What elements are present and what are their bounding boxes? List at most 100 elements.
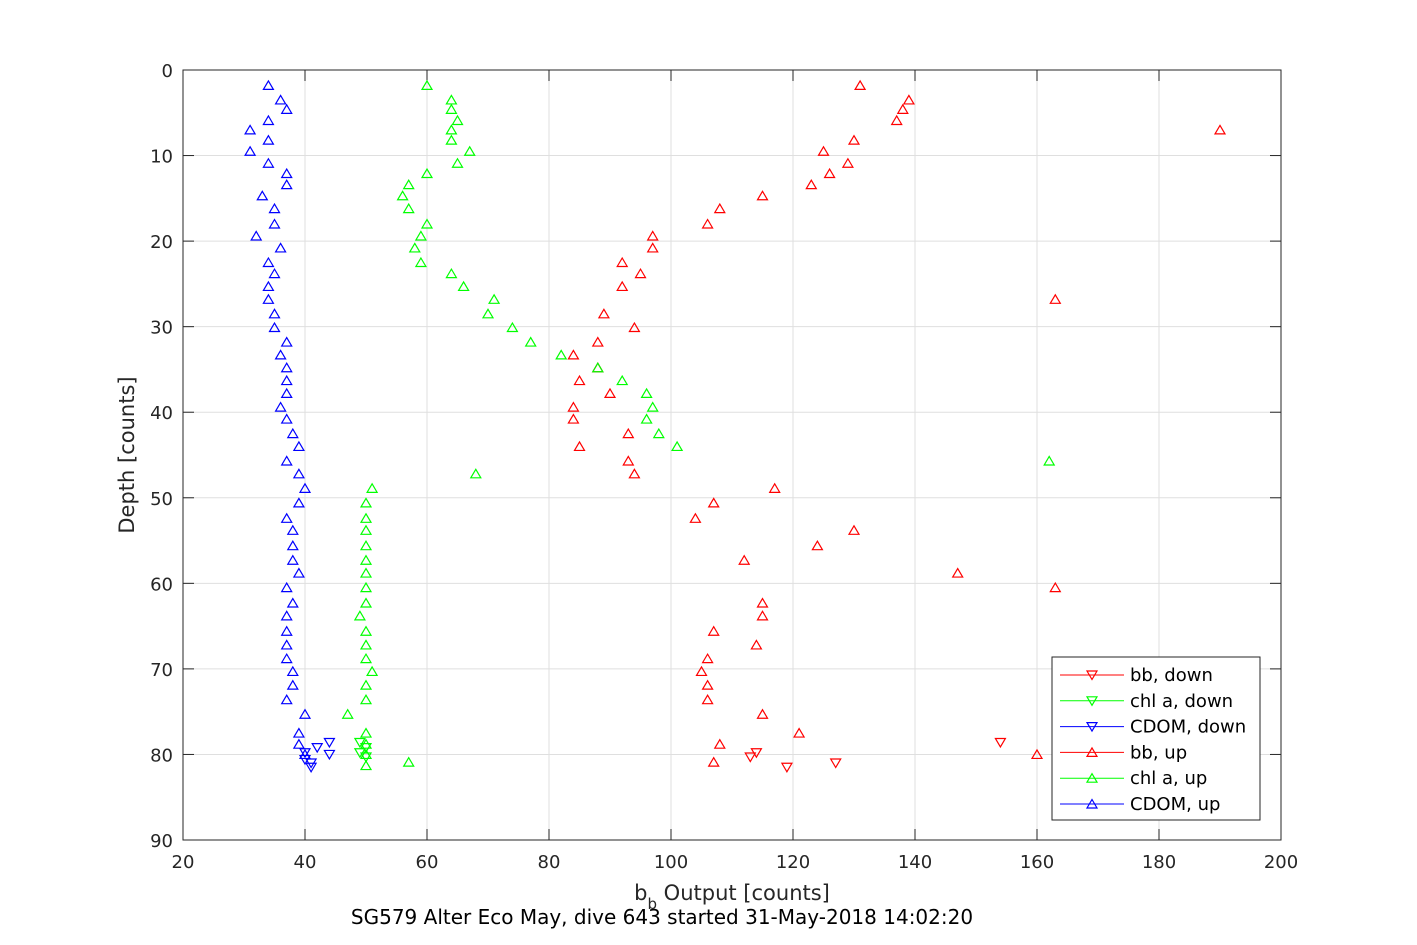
bb-up-point [567,349,580,360]
cdom-up-point [244,124,257,135]
chl-a-up-point [671,440,684,452]
legend-label: chl a, down [1130,691,1233,712]
cdom-down-point [305,762,318,773]
cdom-down-point [323,737,336,749]
bb-up-point [854,79,867,91]
cdom-up-point [280,167,293,179]
cdom-up-point [262,134,275,145]
chl-a-up-point [359,524,373,535]
bb-down-point [780,762,793,773]
legend-label: chl a, up [1130,768,1207,789]
dive-caption: SG579 Alter Eco May, dive 643 started 31… [351,905,973,929]
bb-down-point [994,737,1007,749]
x-tick-label: 200 [1264,852,1298,873]
chl-a-up-point [366,665,379,677]
x-tick-label: 120 [776,852,810,873]
chl-a-up-point [463,145,476,156]
legend-marker [1085,670,1099,681]
bb-up-point [573,440,586,452]
bb-up-point [695,665,708,677]
chl-a-up-point [616,374,629,386]
cdom-down-point [298,754,312,766]
chl-a-up-point [524,336,537,347]
y-tick-label: 30 [150,318,173,339]
chl-a-up-point [359,639,373,650]
bb-up-point [591,336,604,347]
cdom-up-point [274,242,287,253]
chl-a-up-point [359,625,373,636]
chl-a-up-point [445,124,458,135]
legend-marker [1085,772,1099,783]
legend-box [1051,656,1261,821]
y-tick-label: 80 [150,745,173,766]
cdom-up-point [268,218,281,229]
bb-up-point [951,567,964,578]
bb-up-point [616,256,629,268]
chl-a-up-point [359,694,373,705]
bb-up-point [847,134,861,145]
chl-a-up-point [359,759,373,771]
chl-a-up-point [341,708,354,719]
bb-up-point [701,652,714,664]
chl-a-down-point [353,737,366,749]
cdom-down-point [311,742,324,754]
bb-up-point [616,280,629,292]
cdom-up-point [262,157,275,168]
cdom-up-point [262,256,275,268]
plot-frame [182,69,1282,841]
chl-a-up-point [366,482,379,493]
bb-up-point [1049,293,1062,304]
bb-up-point [847,524,861,535]
legend-label: CDOM, down [1130,717,1246,738]
x-tick-label: 180 [1142,852,1176,873]
x-tick-label: 160 [1020,852,1054,873]
y-tick-label: 70 [150,660,173,681]
chl-a-up-point [451,114,464,126]
legend-marker [1085,721,1099,733]
cdom-up-point [262,280,275,292]
bb-up-point [841,157,854,168]
bb-up-point [756,610,769,621]
cdom-up-point [280,362,293,373]
chl-a-up-point [359,554,373,565]
y-axis-label: Depth [counts] [115,376,139,533]
cdom-up-point [244,145,257,156]
cdom-up-point [268,308,281,319]
chl-a-up-point [359,597,373,608]
chl-a-up-point [396,190,409,201]
chl-a-up-point [451,157,464,168]
chl-a-up-point [1043,455,1056,466]
bb-up-point [597,308,610,319]
x-tick-label: 20 [172,852,195,873]
cdom-up-point [286,524,299,535]
cdom-down-point [323,749,336,761]
cdom-up-point [286,540,299,551]
cdom-up-point [268,321,281,333]
chl-a-up-point [359,497,373,508]
bb-up-point [567,401,580,412]
chl-a-up-point [353,610,366,621]
bb-up-point [713,738,726,749]
cdom-up-point [280,103,293,114]
cdom-up-point [292,567,305,578]
cdom-up-point [262,293,275,304]
cdom-up-point [274,94,287,105]
bb-up-point [646,230,659,241]
legend-entry-chl-a-up: chl a, up [1060,768,1207,789]
y-tick-label: 20 [150,232,173,253]
chl-a-up-point [481,308,495,319]
chl-a-up-point [591,362,604,373]
cdom-up-point [268,267,281,279]
y-tick-label: 40 [150,403,173,424]
bb-up-point [817,145,830,156]
bb-up-point [713,202,726,214]
chl-a-up-point [359,540,373,551]
bb-up-point [707,625,720,636]
cdom-up-point [298,482,312,493]
cdom-up-point [286,554,299,565]
cdom-up-point [280,625,293,636]
bb-up-point [896,103,909,114]
bb-up-point [1213,124,1227,135]
bb-up-point [793,727,806,738]
